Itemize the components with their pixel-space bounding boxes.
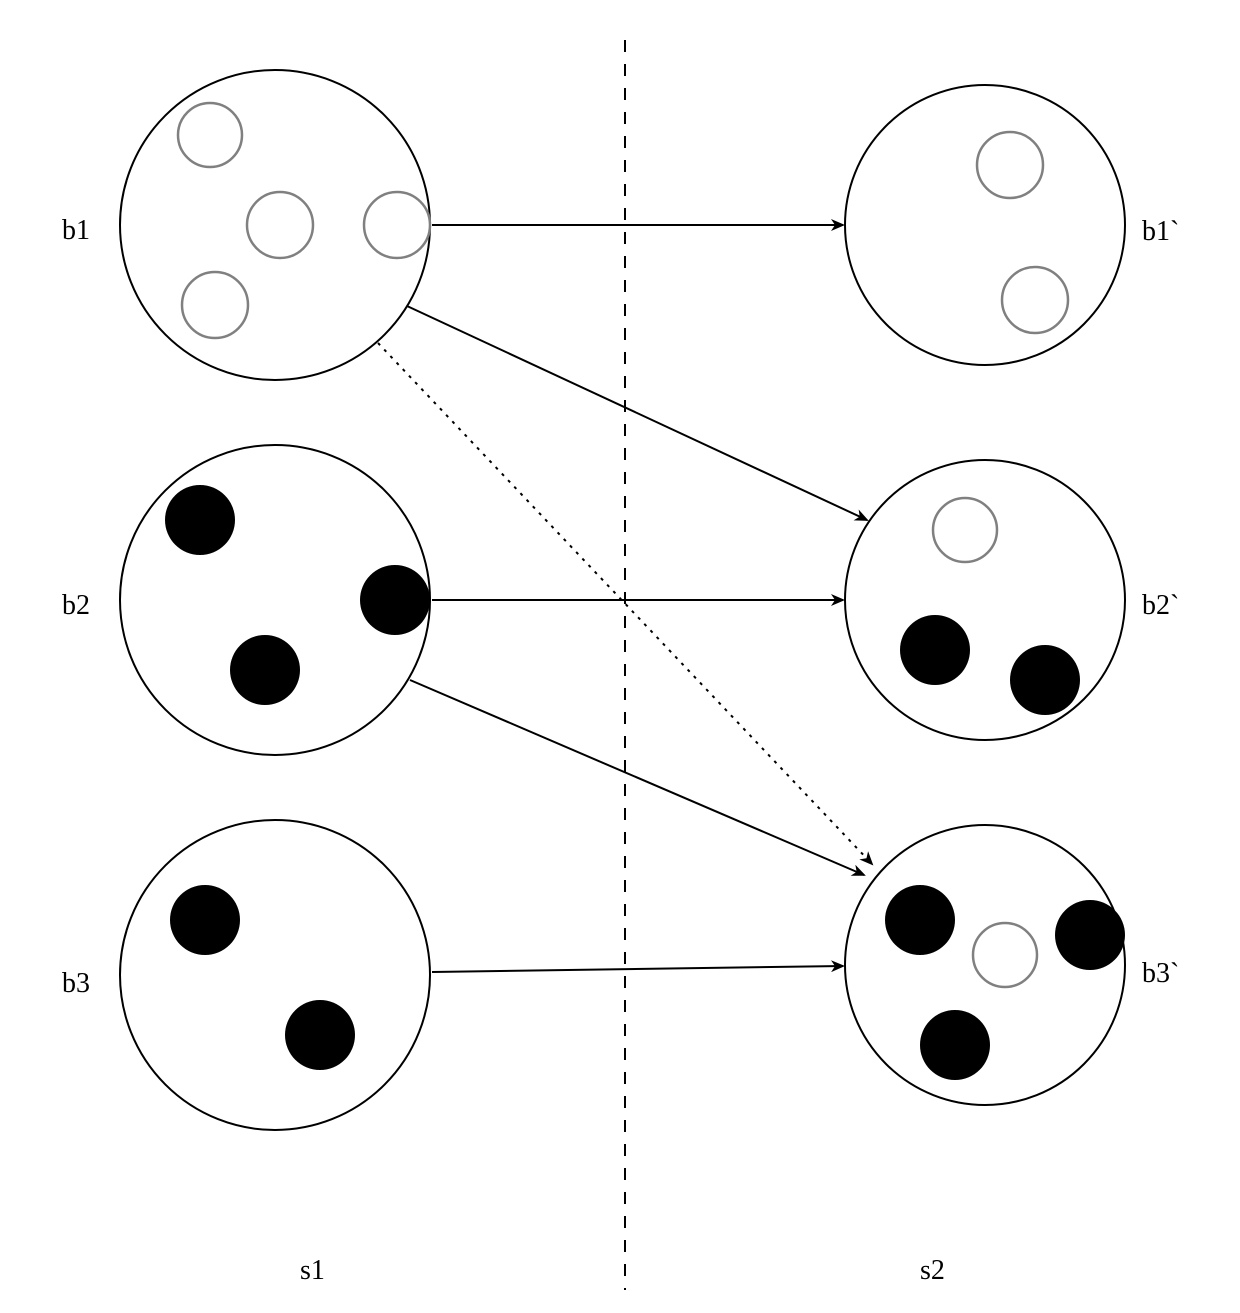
label-b1-prime: b1`	[1142, 216, 1179, 248]
dot-b2p-1	[900, 615, 970, 685]
dot-b1-1	[247, 192, 313, 258]
dot-b2p-2	[1010, 645, 1080, 715]
label-b2: b2	[62, 590, 90, 622]
dot-b3p-0	[885, 885, 955, 955]
dot-b1-3	[182, 272, 248, 338]
label-b2-prime: b2`	[1142, 590, 1179, 622]
dot-b2-1	[360, 565, 430, 635]
dot-b2p-0	[933, 498, 997, 562]
label-b3-prime: b3`	[1142, 958, 1179, 990]
dot-b2-0	[165, 485, 235, 555]
dot-b1-2	[364, 192, 430, 258]
label-s2: s2	[920, 1255, 945, 1287]
label-b3: b3	[62, 968, 90, 1000]
dot-b1p-1	[1002, 267, 1068, 333]
dot-b1p-0	[977, 132, 1043, 198]
label-s1: s1	[300, 1255, 325, 1287]
label-b1: b1	[62, 215, 90, 247]
big-circle-b1p	[845, 85, 1125, 365]
dot-b3p-3	[920, 1010, 990, 1080]
dot-b2-2	[230, 635, 300, 705]
dot-b3p-2	[1055, 900, 1125, 970]
arrow-b1-to-b2p	[407, 306, 867, 520]
dot-b1-0	[178, 103, 242, 167]
arrow-b3-to-b3p	[432, 966, 843, 972]
big-circle-b3	[120, 820, 430, 1130]
dot-b3-1	[285, 1000, 355, 1070]
dot-b3p-1	[973, 923, 1037, 987]
dot-b3-0	[170, 885, 240, 955]
diagram-svg	[0, 0, 1240, 1313]
arrow-b2-to-b3p	[410, 680, 864, 875]
big-circle-b2p	[845, 460, 1125, 740]
